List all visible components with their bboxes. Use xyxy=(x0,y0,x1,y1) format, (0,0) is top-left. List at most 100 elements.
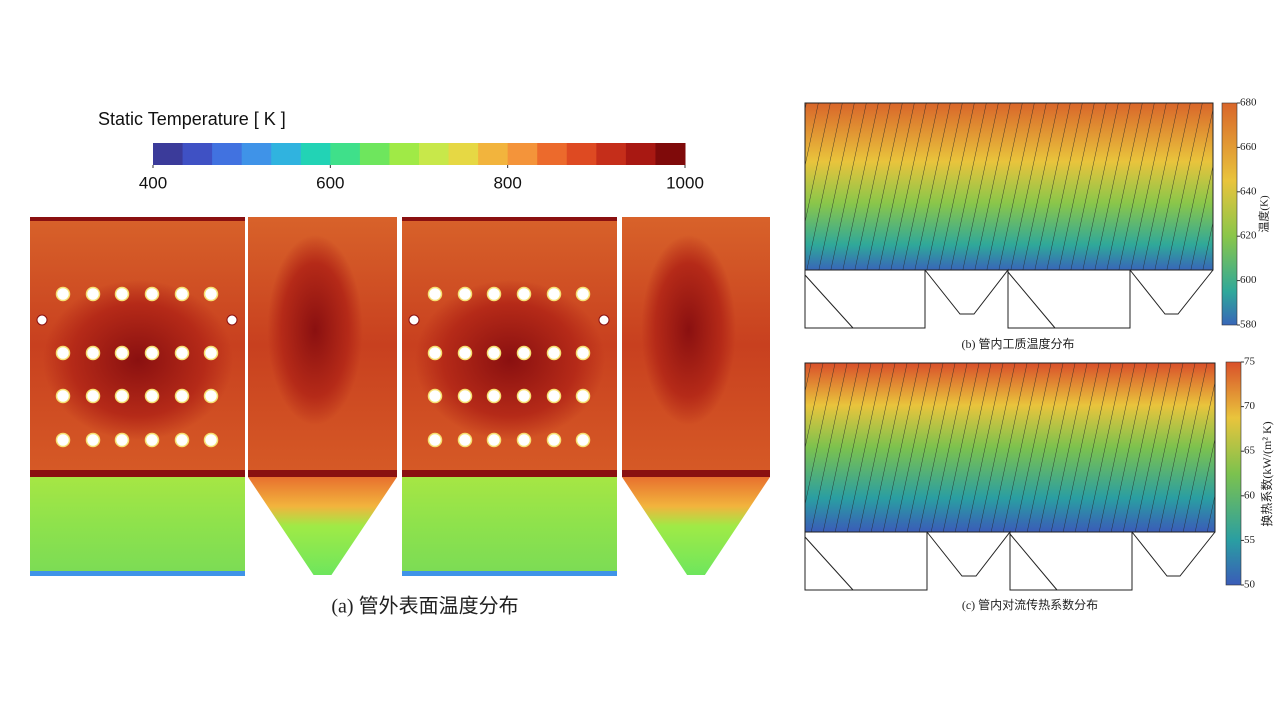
contour xyxy=(267,235,363,425)
colorbar xyxy=(1225,361,1242,586)
colorbar-band xyxy=(330,143,361,165)
contour xyxy=(248,477,397,575)
tube xyxy=(546,388,562,404)
colorbar-band xyxy=(596,143,627,165)
tube xyxy=(546,345,562,361)
colorbar-band xyxy=(182,143,213,165)
contour xyxy=(641,235,736,425)
colorbar-band xyxy=(359,143,390,165)
tube xyxy=(85,286,101,302)
colorbar-band xyxy=(566,143,597,165)
tube xyxy=(427,388,443,404)
tube xyxy=(427,345,443,361)
tick-label: 680 xyxy=(1240,97,1257,109)
colorbar-band xyxy=(507,143,538,165)
tube xyxy=(486,345,502,361)
tube xyxy=(226,314,238,326)
tube xyxy=(546,432,562,448)
tube xyxy=(575,345,591,361)
colorbar-band xyxy=(241,143,272,165)
contour xyxy=(30,217,245,221)
tick-label: 400 xyxy=(139,173,167,192)
caption: (a) 管外表面温度分布 xyxy=(331,595,518,618)
tube xyxy=(457,345,473,361)
colorbar-band xyxy=(300,143,331,165)
tube xyxy=(457,286,473,302)
colorbar-band xyxy=(212,143,243,165)
tube xyxy=(55,286,71,302)
colorbar-band xyxy=(419,143,450,165)
colorbar-band xyxy=(271,143,302,165)
contour xyxy=(30,477,245,572)
tick-label: 60 xyxy=(1244,489,1256,501)
tube xyxy=(144,286,160,302)
colorbar-band xyxy=(389,143,420,165)
tube xyxy=(598,314,610,326)
tick-label: 640 xyxy=(1240,185,1257,197)
tube xyxy=(516,388,532,404)
tick-label: 65 xyxy=(1244,445,1256,457)
tube xyxy=(457,388,473,404)
tick-label: 580 xyxy=(1240,319,1257,331)
tube xyxy=(516,432,532,448)
tube xyxy=(114,432,130,448)
tick-label: 55 xyxy=(1244,534,1256,546)
tube xyxy=(114,286,130,302)
tube xyxy=(144,388,160,404)
tube xyxy=(408,314,420,326)
tube xyxy=(203,345,219,361)
colorbar-label: 换热系数(kW/(m² K) xyxy=(1259,421,1274,526)
contour xyxy=(402,571,617,576)
contour xyxy=(402,477,617,572)
tick-label: 50 xyxy=(1244,579,1256,591)
tick-label: 75 xyxy=(1244,356,1256,368)
tube xyxy=(575,388,591,404)
tube xyxy=(174,345,190,361)
tube xyxy=(85,388,101,404)
colorbar-title: Static Temperature [ K ] xyxy=(98,109,286,129)
tube xyxy=(427,432,443,448)
colorbar-band xyxy=(655,143,686,165)
hatch xyxy=(804,362,1216,533)
tube xyxy=(85,345,101,361)
tube xyxy=(114,388,130,404)
colorbar-band xyxy=(448,143,479,165)
contour xyxy=(402,217,617,221)
caption: (c) 管内对流传热系数分布 xyxy=(962,597,1098,612)
tube xyxy=(55,432,71,448)
colorbar-band xyxy=(478,143,509,165)
tube xyxy=(427,286,443,302)
outline xyxy=(804,530,1216,591)
tube xyxy=(55,345,71,361)
tube xyxy=(144,432,160,448)
tube xyxy=(516,286,532,302)
colorbar-band xyxy=(625,143,656,165)
colorbar xyxy=(1221,102,1238,326)
tube xyxy=(486,388,502,404)
tick-label: 1000 xyxy=(666,173,704,192)
tube xyxy=(575,432,591,448)
hatch xyxy=(804,102,1214,271)
tube xyxy=(114,345,130,361)
contour xyxy=(248,470,397,477)
tube xyxy=(85,432,101,448)
contour xyxy=(622,470,770,477)
tube xyxy=(516,345,532,361)
tube xyxy=(174,388,190,404)
tick-label: 600 xyxy=(1240,274,1257,286)
tick-label: 660 xyxy=(1240,141,1257,153)
colorbar-label: 温度(K) xyxy=(1257,195,1271,233)
tube xyxy=(174,432,190,448)
tick-label: 800 xyxy=(493,173,521,192)
tick-label: 620 xyxy=(1240,230,1257,242)
contour xyxy=(43,280,233,440)
tube xyxy=(203,388,219,404)
tube xyxy=(575,286,591,302)
tube xyxy=(174,286,190,302)
outline xyxy=(804,268,1214,329)
colorbar-band xyxy=(153,143,184,165)
tube xyxy=(546,286,562,302)
tube xyxy=(55,388,71,404)
contour xyxy=(402,470,617,477)
